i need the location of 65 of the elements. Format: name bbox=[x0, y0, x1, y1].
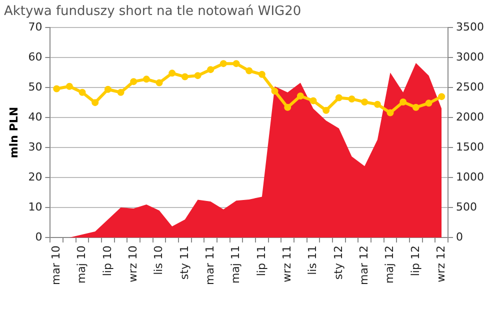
x-tick-label: maj 10 bbox=[75, 246, 88, 284]
point bbox=[348, 95, 356, 102]
x-tick-label: lis 10 bbox=[152, 246, 166, 275]
y2-tick-label: 2500 bbox=[456, 80, 484, 94]
y-tick-label: 50 bbox=[28, 80, 42, 94]
point bbox=[92, 99, 99, 106]
point bbox=[335, 94, 342, 102]
point bbox=[412, 104, 420, 111]
point bbox=[168, 70, 176, 77]
y-tick-label: 10 bbox=[28, 200, 42, 214]
point bbox=[386, 109, 394, 116]
x-tick-label: lip 11 bbox=[254, 246, 268, 276]
x-tick-label: maj 11 bbox=[229, 246, 242, 284]
x-tick-label: sty 11 bbox=[178, 246, 191, 280]
point bbox=[181, 73, 188, 80]
x-tick-label: sty 12 bbox=[332, 246, 345, 280]
point bbox=[232, 60, 240, 68]
x-tick-label: lip 12 bbox=[408, 246, 422, 276]
y-tick-label: 20 bbox=[28, 170, 42, 184]
point bbox=[104, 86, 112, 93]
point bbox=[194, 72, 202, 80]
x-tick-label: maj 12 bbox=[383, 246, 396, 284]
y2-tick-label: 0 bbox=[456, 230, 464, 244]
point bbox=[296, 92, 304, 100]
y2-tick-label: 500 bbox=[456, 200, 478, 214]
point bbox=[66, 82, 73, 90]
point bbox=[361, 98, 368, 106]
point bbox=[258, 70, 266, 78]
point bbox=[374, 100, 381, 108]
x-tick-label: lip 10 bbox=[100, 246, 114, 276]
y-tick-label: 40 bbox=[28, 110, 42, 124]
point bbox=[438, 93, 446, 100]
point bbox=[207, 66, 214, 74]
x-tick-label: mar 10 bbox=[49, 246, 62, 286]
point bbox=[271, 88, 278, 95]
y-tick-label: 30 bbox=[28, 140, 42, 154]
point bbox=[425, 100, 432, 107]
point bbox=[142, 76, 150, 83]
point bbox=[220, 60, 227, 68]
point bbox=[322, 106, 330, 114]
y2-tick-label: 3500 bbox=[456, 20, 484, 34]
point bbox=[246, 67, 253, 74]
point bbox=[117, 88, 124, 96]
point bbox=[78, 88, 86, 96]
x-tick-label: lis 11 bbox=[306, 246, 320, 275]
point bbox=[310, 97, 317, 104]
y-axis-title: mln PLN bbox=[7, 106, 20, 158]
x-tick-label: mar 12 bbox=[357, 246, 370, 286]
x-tick-label: mar 11 bbox=[203, 246, 216, 286]
y2-tick-label: 2000 bbox=[456, 110, 484, 124]
y-tick-label: 0 bbox=[35, 230, 42, 244]
point bbox=[156, 79, 163, 86]
y2-tick-label: 1500 bbox=[456, 140, 484, 154]
x-tick-label: wrz 11 bbox=[280, 246, 294, 282]
point bbox=[284, 104, 292, 111]
y2-tick-label: 1000 bbox=[456, 170, 484, 184]
point bbox=[53, 85, 60, 92]
y2-tick-label: 3000 bbox=[456, 50, 484, 64]
y-tick-label: 60 bbox=[28, 50, 42, 64]
chart-title: Aktywa funduszy short na tle notowań WIG20 bbox=[4, 4, 302, 20]
x-tick-label: wrz 12 bbox=[434, 246, 448, 282]
y-tick-label: 70 bbox=[28, 20, 42, 34]
point bbox=[400, 98, 407, 106]
x-tick-label: wrz 10 bbox=[126, 246, 140, 282]
point bbox=[130, 78, 138, 86]
